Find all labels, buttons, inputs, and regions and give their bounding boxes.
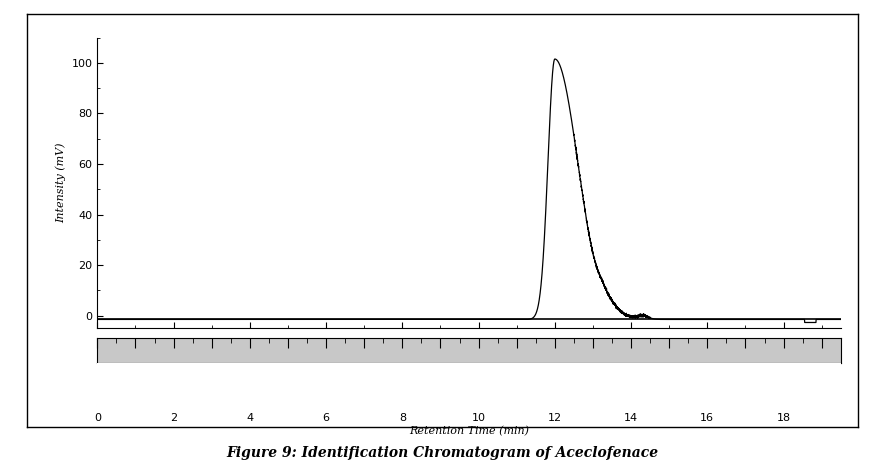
Text: Figure 9: Identification Chromatogram of Aceclofenace: Figure 9: Identification Chromatogram of…: [227, 446, 658, 460]
Y-axis label: Intensity (mV): Intensity (mV): [56, 143, 66, 223]
X-axis label: Retention Time (min): Retention Time (min): [409, 426, 529, 436]
